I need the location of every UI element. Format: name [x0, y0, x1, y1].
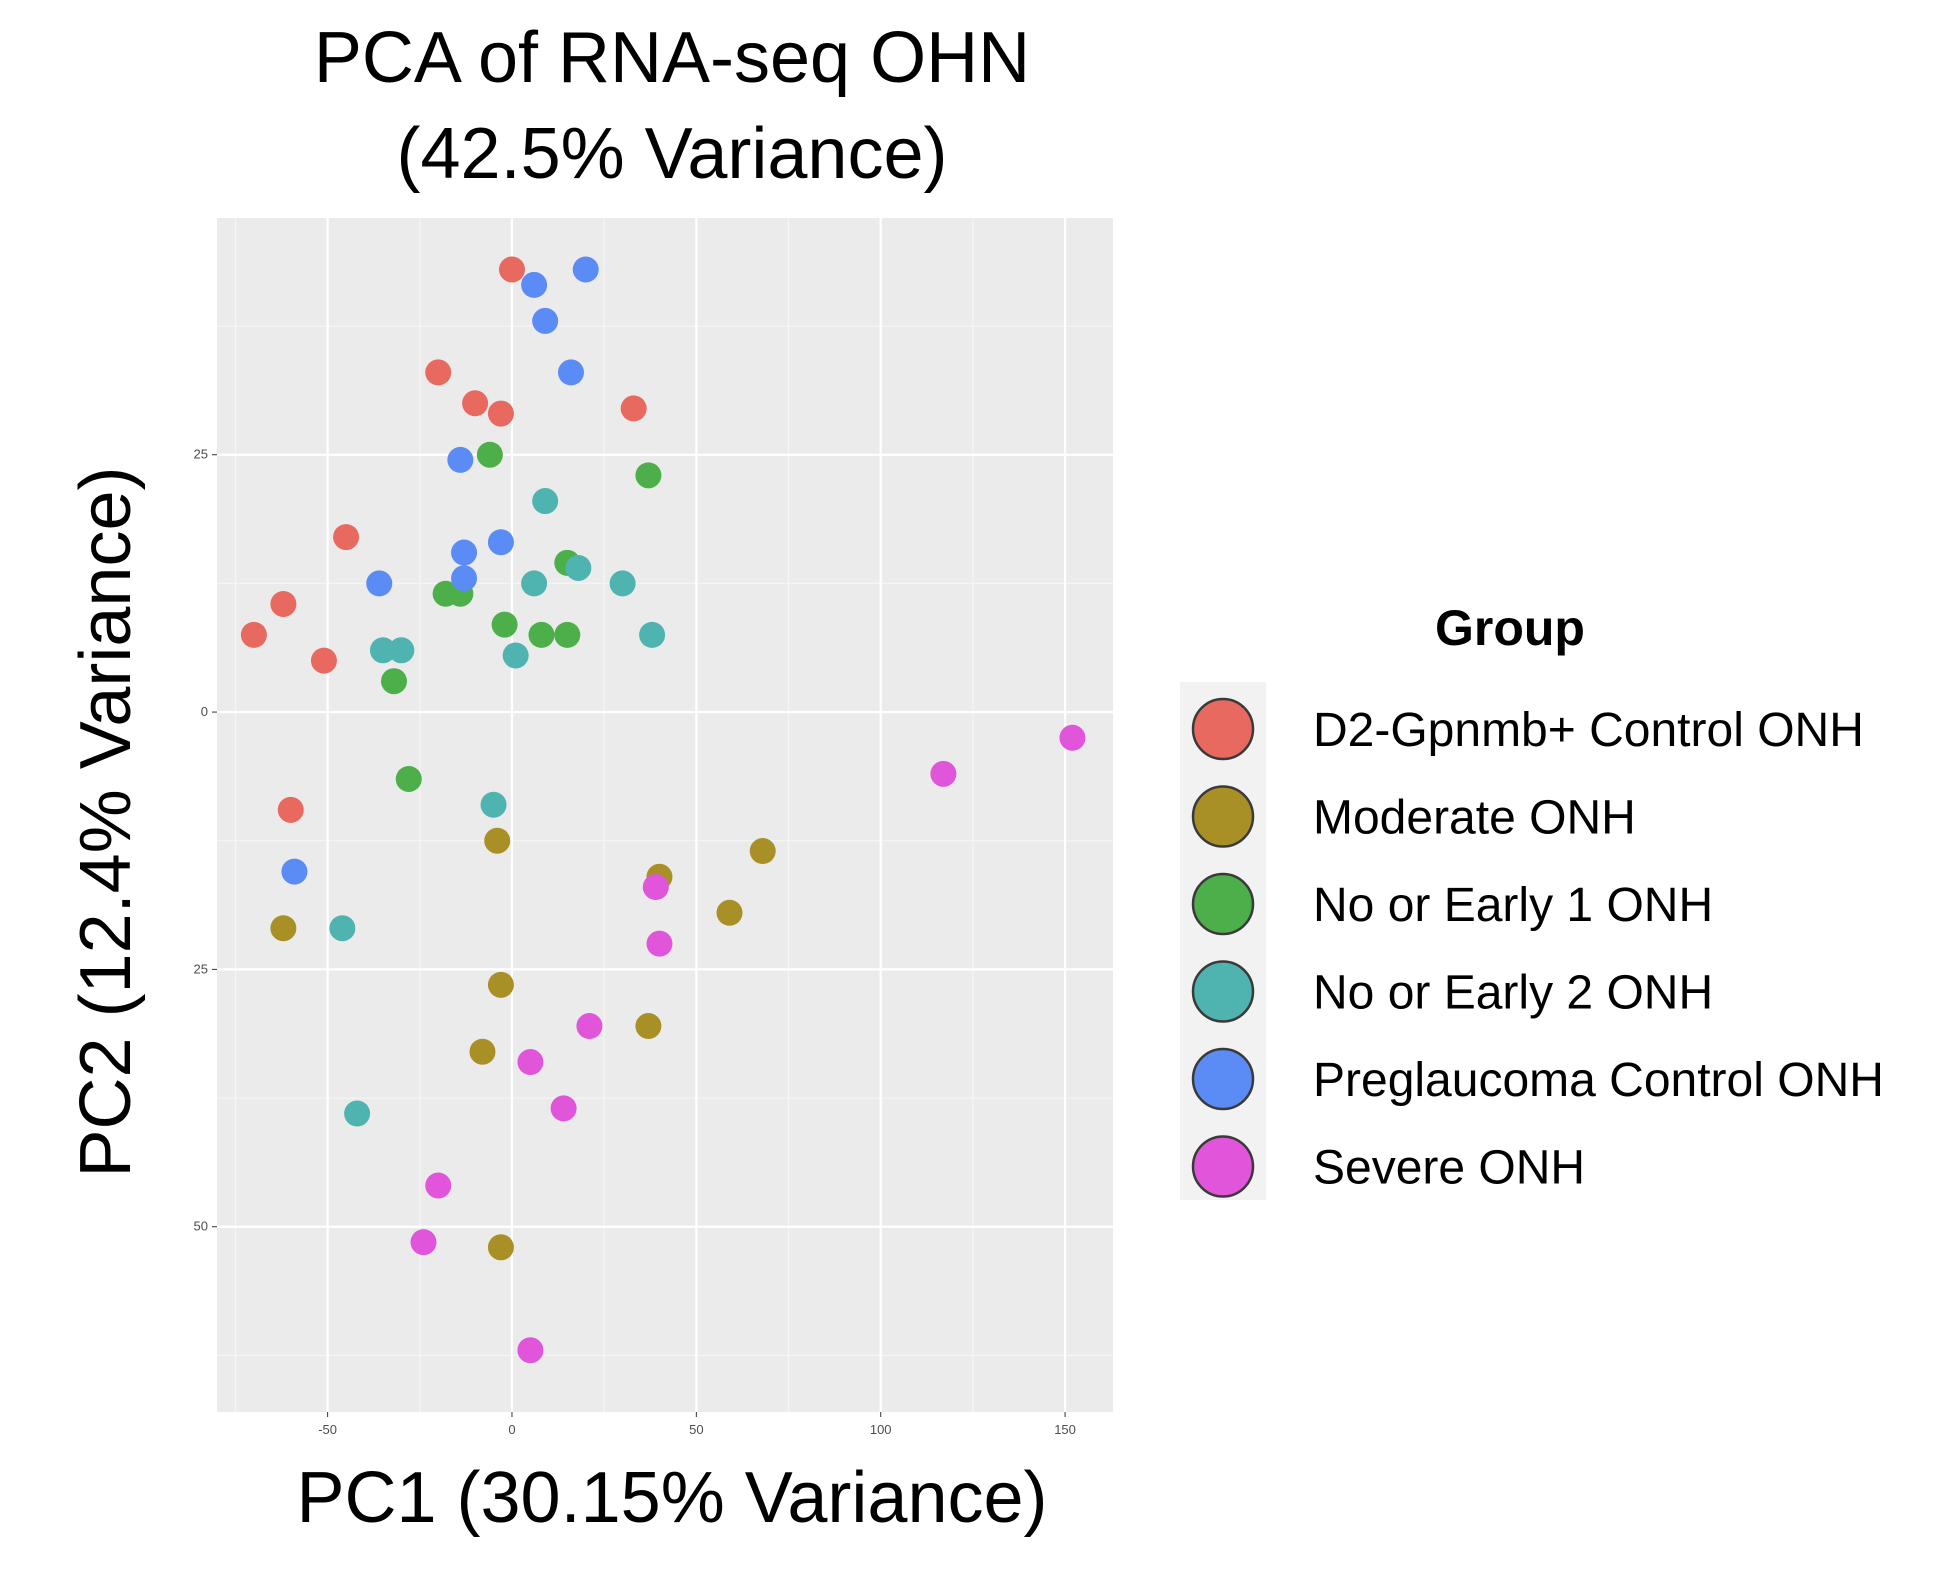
y-tick-label: 25 — [194, 961, 208, 976]
data-point — [469, 1038, 496, 1065]
data-point — [270, 915, 297, 942]
data-point — [425, 359, 452, 386]
data-point — [380, 668, 407, 695]
data-point — [930, 760, 957, 787]
data-point — [498, 256, 525, 283]
data-point — [749, 838, 776, 865]
data-point — [635, 1013, 662, 1040]
legend-key — [1191, 785, 1255, 848]
data-point — [329, 915, 356, 942]
data-point — [484, 827, 511, 854]
data-point — [487, 529, 514, 556]
y-tick-label: 25 — [194, 447, 208, 462]
data-point — [572, 256, 599, 283]
data-point — [550, 1095, 577, 1122]
legend-key — [1191, 1135, 1255, 1198]
legend-key — [1191, 872, 1255, 936]
legend-label: D2-Gpnmb+ Control ONH — [1313, 704, 1864, 757]
chart-title-line1: PCA of RNA-seq OHN — [314, 18, 1030, 98]
data-point — [410, 1229, 437, 1256]
y-axis-title: PC2 (12.4% Variance) — [66, 467, 146, 1178]
x-tick-label: 100 — [870, 1422, 892, 1437]
data-point — [462, 390, 489, 417]
legend-label: No or Early 1 ONH — [1313, 879, 1713, 932]
data-point — [565, 554, 592, 581]
data-point — [1059, 724, 1086, 751]
data-point — [310, 647, 337, 674]
data-point — [240, 621, 267, 648]
legend-label: Moderate ONH — [1313, 792, 1636, 845]
x-tick-label: 150 — [1054, 1422, 1076, 1437]
data-point — [576, 1013, 603, 1040]
data-point — [517, 1337, 544, 1364]
data-point — [554, 621, 581, 648]
data-point — [451, 539, 478, 566]
data-point — [532, 488, 559, 515]
legend-key — [1191, 1047, 1255, 1111]
y-tick-label: 50 — [194, 1219, 208, 1234]
data-point — [716, 899, 743, 926]
legend-label: No or Early 2 ONH — [1313, 967, 1713, 1020]
x-tick-label: 0 — [508, 1422, 515, 1437]
data-point — [491, 611, 518, 638]
legend-label: Preglaucoma Control ONH — [1313, 1054, 1884, 1107]
data-point — [270, 590, 297, 617]
data-point — [521, 271, 548, 298]
data-point — [388, 637, 415, 664]
data-point — [281, 858, 308, 885]
x-axis-title: PC1 (30.15% Variance) — [296, 1458, 1047, 1538]
data-point — [447, 446, 474, 473]
x-tick-label: -50 — [318, 1422, 337, 1437]
data-points — [240, 256, 1086, 1364]
data-point — [635, 462, 662, 489]
data-point — [487, 1234, 514, 1261]
data-point — [480, 791, 507, 818]
data-point — [528, 621, 555, 648]
data-point — [333, 524, 360, 551]
plot-panel — [217, 218, 1113, 1412]
data-point — [487, 400, 514, 427]
data-point — [620, 395, 647, 422]
data-point — [609, 570, 636, 597]
data-point — [395, 765, 422, 792]
data-point — [487, 971, 514, 998]
legend-key — [1191, 960, 1255, 1023]
data-point — [521, 570, 548, 597]
legend-key — [1191, 697, 1255, 761]
y-tick-label: 0 — [201, 704, 208, 719]
legend-title: Group — [1435, 600, 1585, 656]
y-axis-ticks: 25 0 25 50 — [194, 447, 217, 1234]
data-point — [425, 1172, 452, 1199]
data-point — [369, 637, 396, 664]
data-point — [557, 359, 584, 386]
data-point — [344, 1100, 371, 1127]
data-point — [639, 621, 666, 648]
data-point — [517, 1049, 544, 1076]
legend: D2-Gpnmb+ Control ONH Moderate ONH No or E… — [1191, 697, 1884, 1198]
data-point — [476, 441, 503, 468]
x-tick-label: 50 — [689, 1422, 703, 1437]
chart-title-line2: (42.5% Variance) — [397, 114, 948, 194]
data-point — [366, 570, 393, 597]
data-point — [532, 307, 559, 334]
data-point — [451, 565, 478, 592]
legend-key-background — [1180, 682, 1266, 1200]
legend-label: Severe ONH — [1313, 1142, 1585, 1195]
data-point — [502, 642, 529, 669]
data-point — [646, 930, 673, 957]
x-axis-ticks: -50 0 50 100 150 — [318, 1412, 1076, 1437]
data-point — [642, 874, 669, 901]
data-point — [277, 796, 304, 823]
